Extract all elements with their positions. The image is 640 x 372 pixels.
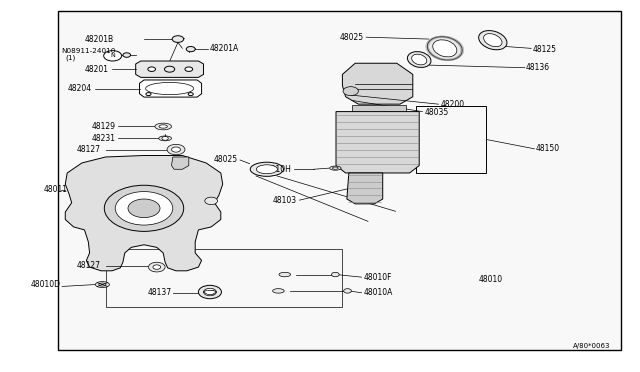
Text: 48125: 48125 [532,45,557,54]
Text: 48127: 48127 [77,145,101,154]
Circle shape [172,147,180,152]
Text: N08911-24010: N08911-24010 [61,48,115,54]
Text: 48010F: 48010F [364,273,392,282]
Circle shape [188,93,193,96]
Ellipse shape [250,162,284,176]
Polygon shape [172,157,189,169]
Ellipse shape [484,33,502,47]
Circle shape [332,272,339,277]
Circle shape [153,265,161,269]
Circle shape [104,51,122,61]
Ellipse shape [279,272,291,277]
Text: 48011: 48011 [44,185,68,194]
Circle shape [343,87,358,96]
Ellipse shape [428,37,462,60]
Polygon shape [336,112,419,173]
Text: 48103: 48103 [273,196,297,205]
Ellipse shape [412,54,427,65]
Circle shape [205,197,218,205]
Circle shape [148,262,165,272]
Circle shape [164,66,175,72]
Text: 48035: 48035 [424,108,449,117]
Text: A/80*0063: A/80*0063 [573,343,611,349]
Polygon shape [140,80,202,97]
Ellipse shape [159,125,168,128]
Text: 48025: 48025 [339,33,364,42]
Circle shape [104,185,184,231]
Bar [106,249,342,307]
Text: 48127: 48127 [77,262,101,270]
Ellipse shape [273,289,284,293]
Circle shape [148,67,156,71]
Circle shape [162,137,168,140]
Text: 48137: 48137 [147,288,172,297]
Ellipse shape [330,166,341,170]
Text: 48200: 48200 [440,100,465,109]
Ellipse shape [256,165,278,174]
Ellipse shape [146,83,194,95]
Text: 48201: 48201 [85,65,109,74]
Ellipse shape [433,40,457,57]
Ellipse shape [99,283,106,286]
Polygon shape [342,63,413,104]
Polygon shape [347,173,383,204]
Circle shape [186,46,195,52]
Ellipse shape [333,167,339,169]
Text: 48010D: 48010D [31,280,61,289]
Polygon shape [136,61,204,77]
Text: 48010H: 48010H [261,165,291,174]
Text: 48150: 48150 [536,144,560,153]
Ellipse shape [408,52,431,67]
Text: 48231: 48231 [92,134,115,143]
Ellipse shape [479,31,507,50]
Bar [416,106,486,173]
Text: N: N [110,53,115,58]
Circle shape [128,199,160,218]
Circle shape [204,288,216,296]
Text: 48010A: 48010A [364,288,393,297]
Circle shape [123,53,131,57]
Text: 48136: 48136 [526,63,550,72]
Text: 48010: 48010 [479,275,503,284]
Bar [58,11,621,350]
Text: 48025: 48025 [214,155,238,164]
Ellipse shape [159,136,172,141]
Circle shape [167,144,185,155]
Circle shape [344,289,351,293]
Ellipse shape [95,282,109,288]
Text: (1): (1) [65,54,76,61]
Circle shape [185,67,193,71]
Circle shape [198,285,221,299]
Text: 48201B: 48201B [85,35,115,44]
Text: 48204: 48204 [67,84,92,93]
Circle shape [115,192,173,225]
Ellipse shape [155,123,172,130]
Polygon shape [65,155,223,271]
Text: 48129: 48129 [92,122,115,131]
Circle shape [172,36,184,42]
Text: 48201A: 48201A [210,44,239,53]
Polygon shape [352,105,406,112]
Circle shape [146,93,151,96]
